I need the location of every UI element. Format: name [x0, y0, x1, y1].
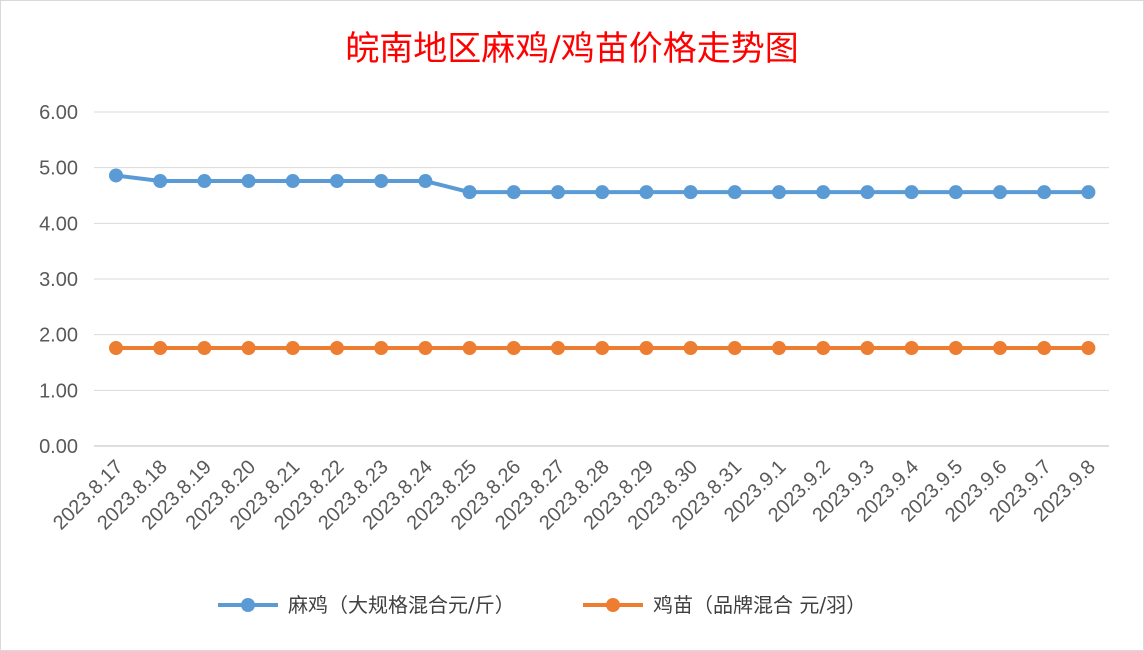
data-point [1081, 341, 1096, 356]
legend-swatch-marker [606, 598, 620, 612]
data-point [241, 174, 256, 189]
data-point [462, 185, 477, 200]
data-point [595, 185, 610, 200]
data-point [948, 185, 963, 200]
data-point [241, 341, 256, 356]
data-point [904, 341, 919, 356]
y-tick-label: 3.00 [39, 269, 78, 291]
data-point [816, 341, 831, 356]
data-point [860, 185, 875, 200]
legend-label: 麻鸡（大规格混合元/斤） [288, 593, 515, 617]
gridlines [94, 111, 1109, 447]
x-axis: 2023.8.172023.8.182023.8.192023.8.202023… [49, 456, 1100, 534]
legend-swatch-marker [241, 598, 255, 612]
y-tick-label: 0.00 [39, 436, 78, 458]
data-point [639, 185, 654, 200]
data-point [1081, 185, 1096, 200]
data-point [860, 341, 875, 356]
data-point [551, 341, 565, 356]
data-point [683, 341, 698, 356]
data-point [816, 185, 831, 200]
data-point [683, 185, 698, 200]
data-point [595, 341, 610, 356]
data-point [109, 341, 123, 356]
data-point [993, 185, 1007, 200]
legend-label: 鸡苗（品牌混合 元/羽） [653, 593, 866, 617]
y-tick-label: 1.00 [39, 380, 78, 402]
y-tick-label: 6.00 [39, 102, 78, 124]
data-point [772, 341, 786, 356]
data-point [197, 341, 212, 356]
data-point [506, 341, 521, 356]
data-point [904, 185, 919, 200]
series-group [109, 168, 1096, 356]
legend: 麻鸡（大规格混合元/斤） 鸡苗（品牌混合 元/羽） [218, 593, 866, 617]
data-point [639, 341, 654, 356]
data-point [330, 341, 344, 356]
data-point [197, 174, 212, 189]
data-point [153, 174, 168, 189]
data-point [727, 341, 742, 356]
data-point [285, 174, 300, 189]
y-tick-label: 5.00 [39, 158, 78, 180]
data-point [1037, 341, 1052, 356]
data-point [374, 341, 389, 356]
data-point [506, 185, 521, 200]
data-point [374, 174, 389, 189]
data-point [772, 185, 786, 200]
y-tick-label: 2.00 [39, 325, 78, 347]
data-point [551, 185, 565, 200]
data-point [418, 341, 433, 356]
data-point [727, 185, 742, 200]
data-point [109, 168, 123, 183]
data-point [330, 174, 344, 189]
data-point [948, 341, 963, 356]
y-axis: 0.00 1.00 2.00 3.00 4.00 5.00 6.00 [39, 102, 78, 458]
data-point [1037, 185, 1052, 200]
data-point [418, 174, 433, 189]
y-tick-label: 4.00 [39, 213, 78, 235]
chart-title: 皖南地区麻鸡/鸡苗价格走势图 [345, 29, 798, 69]
data-point [285, 341, 300, 356]
data-point [462, 341, 477, 356]
data-point [993, 341, 1007, 356]
data-point [153, 341, 168, 356]
